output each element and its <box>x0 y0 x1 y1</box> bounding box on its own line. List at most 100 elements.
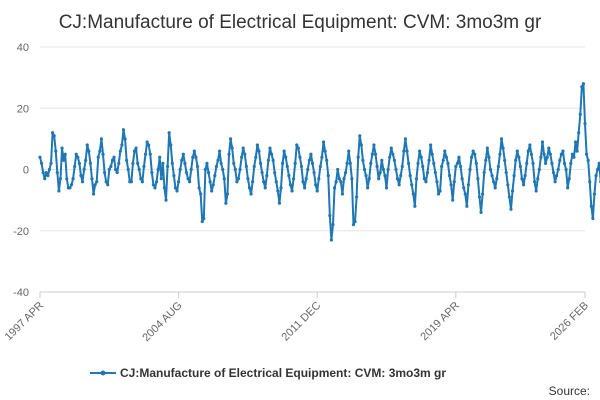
data-point[interactable] <box>551 170 556 175</box>
data-point[interactable] <box>372 143 376 147</box>
data-point[interactable] <box>137 167 141 172</box>
data-point[interactable] <box>274 180 278 184</box>
data-point[interactable] <box>468 167 472 172</box>
data-point[interactable] <box>252 164 256 169</box>
data-point[interactable] <box>564 167 568 172</box>
data-point[interactable] <box>269 152 274 156</box>
data-point[interactable] <box>131 161 135 165</box>
data-point[interactable] <box>506 183 510 187</box>
data-point[interactable] <box>455 161 460 165</box>
data-point[interactable] <box>490 174 494 178</box>
data-point[interactable] <box>208 180 212 184</box>
data-point[interactable] <box>528 143 532 147</box>
data-point[interactable] <box>73 164 77 169</box>
data-point[interactable] <box>257 149 261 153</box>
data-point[interactable] <box>375 164 379 169</box>
data-point[interactable] <box>465 204 469 208</box>
data-point[interactable] <box>515 149 519 153</box>
data-point[interactable] <box>91 192 96 196</box>
data-point[interactable] <box>214 164 219 169</box>
data-point[interactable] <box>251 180 255 184</box>
data-point[interactable] <box>353 219 357 224</box>
data-point[interactable] <box>446 161 450 165</box>
data-point[interactable] <box>265 174 269 178</box>
data-point[interactable] <box>117 161 121 165</box>
data-point[interactable] <box>90 177 94 181</box>
data-point[interactable] <box>460 177 464 181</box>
data-point[interactable] <box>570 152 575 156</box>
data-point[interactable] <box>584 152 589 156</box>
data-point[interactable] <box>414 177 419 181</box>
data-point[interactable] <box>562 161 567 165</box>
data-point[interactable] <box>115 170 119 175</box>
data-point[interactable] <box>517 155 521 159</box>
data-point[interactable] <box>169 143 173 147</box>
data-point[interactable] <box>126 167 130 172</box>
data-point[interactable] <box>41 170 45 175</box>
data-point[interactable] <box>58 177 63 181</box>
data-point[interactable] <box>183 161 187 165</box>
data-point[interactable] <box>268 146 272 150</box>
data-point[interactable] <box>203 167 207 172</box>
data-point[interactable] <box>303 186 307 190</box>
data-point[interactable] <box>202 216 206 221</box>
data-point[interactable] <box>186 177 190 181</box>
data-point[interactable] <box>591 216 595 221</box>
data-point[interactable] <box>548 152 552 156</box>
data-point[interactable] <box>159 177 163 181</box>
data-point[interactable] <box>369 161 373 165</box>
data-point[interactable] <box>526 149 530 153</box>
data-point[interactable] <box>474 161 478 165</box>
data-point[interactable] <box>597 161 600 165</box>
data-point[interactable] <box>277 201 282 205</box>
data-point[interactable] <box>279 186 283 190</box>
data-point[interactable] <box>389 146 393 150</box>
data-point[interactable] <box>63 152 67 156</box>
data-point[interactable] <box>258 161 263 165</box>
data-point[interactable] <box>230 146 234 150</box>
data-point[interactable] <box>244 164 248 169</box>
data-point[interactable] <box>98 149 102 153</box>
data-point[interactable] <box>510 189 515 193</box>
data-point[interactable] <box>189 167 193 172</box>
data-point[interactable] <box>492 180 496 184</box>
data-point[interactable] <box>499 137 504 141</box>
data-point[interactable] <box>71 177 75 181</box>
data-point[interactable] <box>337 177 341 181</box>
data-point[interactable] <box>143 152 148 156</box>
data-point[interactable] <box>540 140 545 144</box>
data-point[interactable] <box>566 186 570 190</box>
data-point[interactable] <box>233 167 237 172</box>
data-point[interactable] <box>262 180 266 184</box>
data-point[interactable] <box>255 143 259 147</box>
data-point[interactable] <box>249 192 253 196</box>
data-point[interactable] <box>484 158 488 162</box>
data-point[interactable] <box>292 177 296 181</box>
data-point[interactable] <box>533 180 537 184</box>
data-point[interactable] <box>210 189 214 193</box>
data-point[interactable] <box>65 177 69 181</box>
data-point[interactable] <box>320 155 324 159</box>
data-point[interactable] <box>296 146 300 150</box>
data-point[interactable] <box>411 192 415 196</box>
data-point[interactable] <box>318 164 322 169</box>
data-point[interactable] <box>345 161 349 165</box>
data-point[interactable] <box>235 180 239 184</box>
data-point[interactable] <box>266 158 270 162</box>
data-point[interactable] <box>355 195 359 199</box>
data-point[interactable] <box>477 195 482 199</box>
data-point[interactable] <box>383 174 387 178</box>
data-point[interactable] <box>348 161 352 165</box>
data-point[interactable] <box>46 174 50 178</box>
data-point[interactable] <box>451 198 455 202</box>
data-point[interactable] <box>529 152 534 156</box>
data-point[interactable] <box>112 155 116 159</box>
data-point[interactable] <box>370 152 374 156</box>
data-point[interactable] <box>362 167 367 172</box>
data-point[interactable] <box>49 161 53 165</box>
data-point[interactable] <box>180 158 184 162</box>
data-point[interactable] <box>392 158 397 162</box>
data-point[interactable] <box>482 170 486 175</box>
data-point[interactable] <box>329 238 333 242</box>
data-point[interactable] <box>331 223 335 227</box>
